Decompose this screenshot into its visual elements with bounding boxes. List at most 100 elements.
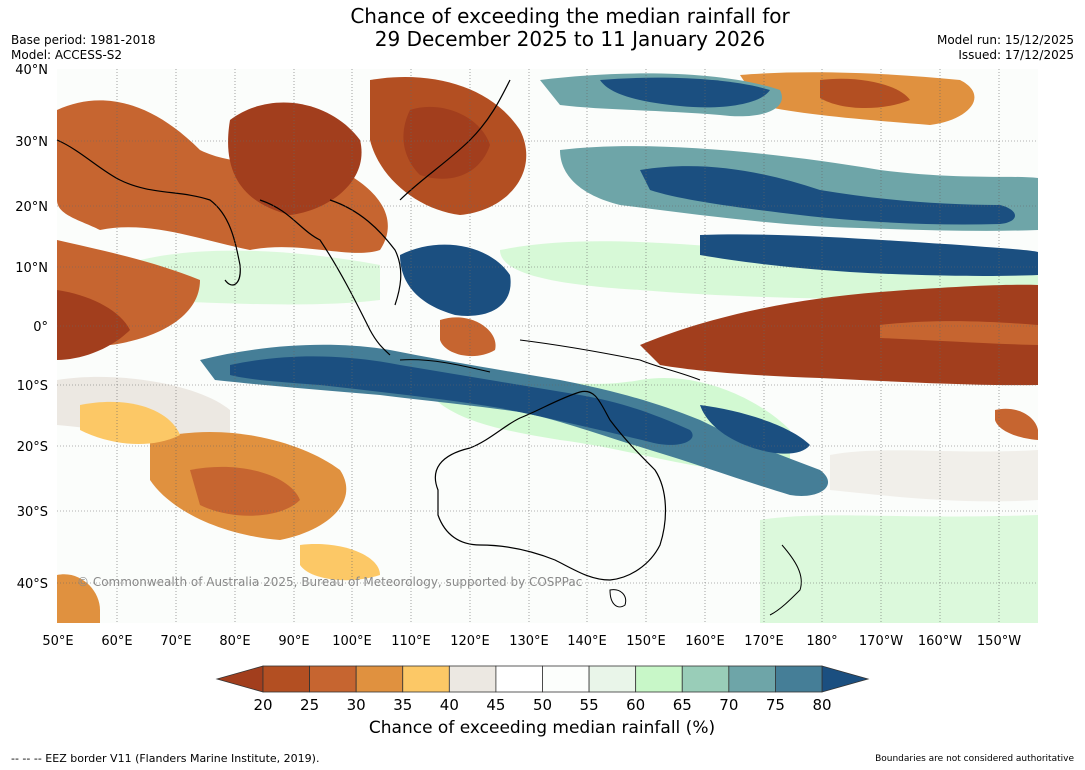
lon-label: 130°E: [509, 634, 549, 649]
dry-tongue: [640, 284, 1038, 386]
lon-label: 170°W: [859, 634, 903, 649]
lon-label: 60°E: [101, 634, 132, 649]
colorbar-arrow-low: [215, 665, 264, 693]
dry-anomaly: [995, 408, 1038, 440]
colorbar-tick-label: 40: [440, 696, 459, 714]
dry-anomaly: [190, 466, 300, 516]
wet-core: [700, 234, 1038, 276]
colorbar-cell: [495, 665, 543, 693]
lon-label: 170°E: [744, 634, 784, 649]
dry-anomaly: [57, 290, 130, 360]
colorbar-tick-label: 70: [719, 696, 738, 714]
colorbar-tick-label: 55: [580, 696, 599, 714]
lon-label: 150°E: [626, 634, 666, 649]
green-patch: [500, 241, 1038, 300]
colorbar-cell: [309, 665, 357, 693]
green-patch: [760, 515, 1038, 623]
tasmania-coastline: [609, 589, 627, 608]
colorbar-arrow-high: [821, 665, 870, 693]
colorbar-tick-label: 50: [533, 696, 552, 714]
colorbar-tick-label: 30: [347, 696, 366, 714]
colorbar-cell: [262, 665, 310, 693]
colorbar-tick-label: 25: [300, 696, 319, 714]
colorbar-tick-label: 65: [673, 696, 692, 714]
longitude-labels: 50°E 60°E 70°E 80°E 90°E 100°E 110°E 120…: [42, 634, 1021, 649]
colorbar-cell: [355, 665, 404, 693]
dry-anomaly: [820, 78, 910, 109]
map-title: Chance of exceeding the median rainfall …: [200, 5, 940, 51]
map-panel: © Commonwealth of Australia 2025, Bureau…: [56, 69, 1038, 623]
lon-label: 50°E: [42, 634, 73, 649]
colorbar-cell: [635, 665, 683, 693]
lat-label: 30°N: [15, 135, 48, 150]
dry-fringe: [300, 544, 380, 581]
lat-label: 10°N: [15, 261, 48, 276]
colorbar-ticks: 20 25 30 35 40 45 50 55 60 65 70 75 80: [253, 696, 831, 714]
lon-label: 120°E: [450, 634, 490, 649]
wet-core: [600, 77, 770, 108]
lat-label: 30°S: [17, 505, 48, 520]
lat-label: 0°: [33, 320, 48, 335]
colorbar-cell: [542, 665, 590, 693]
colorbar-cell: [728, 665, 776, 693]
meta-right: Model run: 15/12/2025 Issued: 17/12/2025: [937, 33, 1074, 63]
latitude-labels: 40°N 30°N 20°N 10°N 0° 10°S 20°S 30°S 40…: [15, 63, 48, 592]
lon-label: 150°W: [977, 634, 1021, 649]
wet-core: [400, 244, 511, 316]
colorbar-tick-label: 35: [393, 696, 412, 714]
eez-legend: -- -- -- EEZ border V11 (Flanders Marine…: [11, 752, 320, 765]
colorbar-tick-label: 20: [253, 696, 272, 714]
model-run: Model run: 15/12/2025: [936, 33, 1074, 47]
lat-label: 20°N: [15, 200, 48, 215]
title-line-2: 29 December 2025 to 11 January 2026: [374, 27, 766, 51]
colorbar: 20 25 30 35 40 45 50 55 60 65 70 75 80: [215, 665, 870, 714]
new-zealand-coastline: [769, 544, 802, 616]
colorbar-tick-label: 75: [766, 696, 785, 714]
lat-label: 20°S: [17, 440, 48, 455]
colorbar-cell: [775, 665, 823, 693]
issued-date: Issued: 17/12/2025: [958, 48, 1074, 62]
australia-coastline: [434, 390, 667, 581]
copyright-notice: © Commonwealth of Australia 2025, Bureau…: [77, 575, 582, 589]
lon-label: 110°E: [391, 634, 431, 649]
lat-label: 40°N: [15, 63, 48, 78]
dry-tongue-inner: [880, 321, 1038, 345]
lon-label: 100°E: [332, 634, 372, 649]
colorbar-title: Chance of exceeding median rainfall (%): [368, 718, 716, 738]
beige-patch: [830, 450, 1038, 502]
graticule: [57, 69, 1038, 623]
dry-anomaly: [403, 106, 490, 179]
lon-label: 160°W: [918, 634, 962, 649]
wet-core: [700, 405, 810, 454]
lon-label: 180°: [806, 634, 837, 649]
lat-label: 10°S: [17, 379, 48, 394]
meta-left: Base period: 1981-2018 Model: ACCESS-S2: [11, 33, 156, 63]
dry-anomaly: [57, 574, 100, 623]
lon-label: 90°E: [278, 634, 309, 649]
title-line-1: Chance of exceeding the median rainfall …: [350, 4, 790, 28]
colorbar-cell: [681, 665, 730, 693]
boundaries-disclaimer: Boundaries are not considered authoritat…: [875, 754, 1074, 764]
dry-anomaly: [228, 102, 362, 215]
colorbar-cell: [448, 665, 497, 693]
lon-label: 80°E: [219, 634, 250, 649]
base-period: Base period: 1981-2018: [11, 33, 156, 47]
wet-core: [640, 166, 1015, 225]
dry-anomaly: [57, 100, 388, 253]
model-name: Model: ACCESS-S2: [11, 48, 123, 62]
asia-coastline: [56, 79, 511, 356]
colorbar-tick-label: 80: [812, 696, 831, 714]
lon-label: 140°E: [567, 634, 607, 649]
wet-core: [230, 356, 693, 445]
lon-label: 160°E: [685, 634, 725, 649]
colorbar-cell: [588, 665, 637, 693]
colorbar-tick-label: 45: [486, 696, 505, 714]
colorbar-cells: [262, 665, 823, 693]
dry-fringe: [80, 401, 180, 445]
colorbar-tick-label: 60: [626, 696, 645, 714]
rainfall-field: [57, 72, 1038, 623]
lat-label: 40°S: [17, 577, 48, 592]
maritime-coastline: [399, 339, 701, 381]
dry-anomaly: [440, 317, 496, 357]
